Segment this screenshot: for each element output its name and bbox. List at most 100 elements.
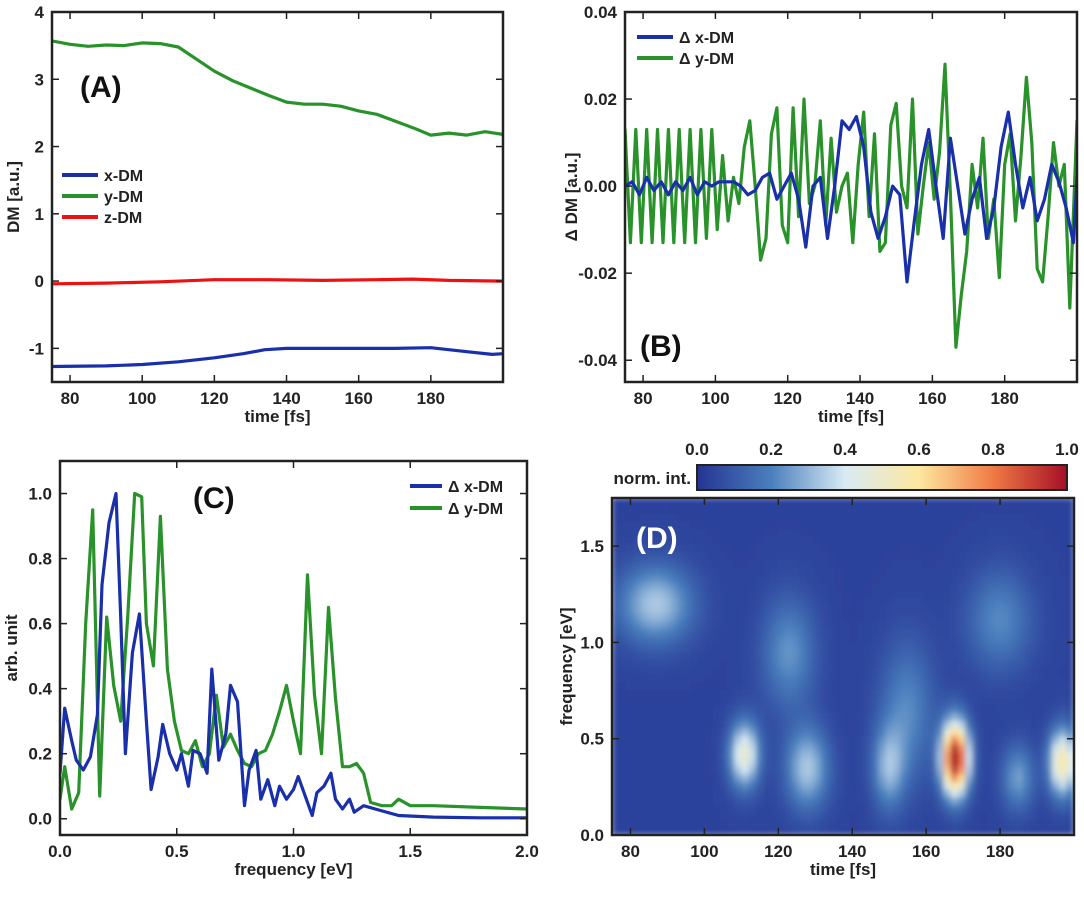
heatmap-cell (792, 635, 801, 645)
heatmap-cell (734, 551, 743, 560)
heatmap-cell (871, 650, 880, 660)
heatmap-cell (943, 643, 952, 652)
heatmap-cell (799, 826, 808, 835)
heatmap-cell (979, 574, 988, 583)
heatmap-cell (705, 558, 714, 568)
heatmap-cell (647, 558, 656, 568)
heatmap-cell (633, 498, 642, 507)
heatmap-cell (755, 773, 765, 782)
heatmap-cell (792, 689, 801, 698)
heatmap-cell (871, 635, 880, 645)
heatmap-cell (618, 589, 627, 599)
heatmap-cell (813, 788, 822, 798)
heatmap-cell (792, 650, 801, 660)
heatmap-cell (612, 558, 620, 568)
heatmap-cell (806, 505, 815, 514)
heatmap-cell (784, 558, 793, 568)
heatmap-cell (799, 712, 808, 721)
heatmap-cell (943, 627, 952, 637)
heatmap-cell (1015, 535, 1024, 545)
heatmap-cell (799, 704, 808, 713)
heatmap-cell (849, 780, 858, 790)
heatmap-cell (878, 696, 887, 706)
heatmap-cell (669, 696, 678, 706)
heatmap-cell (907, 658, 916, 667)
heatmap-cell (943, 742, 952, 752)
heatmap-cell (712, 635, 721, 645)
heatmap-cell (1066, 803, 1074, 813)
heatmap-cell (727, 757, 736, 767)
heatmap-cell (799, 627, 808, 637)
heatmap-cell (690, 773, 700, 782)
heatmap-cell (1023, 811, 1032, 821)
heatmap-cell (893, 520, 902, 530)
heatmap-cell (719, 727, 728, 736)
heatmap-cell (885, 742, 894, 752)
heatmap-cell (820, 673, 829, 683)
heatmap-cell (929, 788, 938, 798)
heatmap-cell (799, 788, 808, 798)
heatmap-cell (914, 826, 923, 835)
heatmap-cell (1044, 811, 1053, 821)
heatmap-cell (835, 520, 844, 530)
heatmap-cell (662, 635, 671, 645)
heatmap-cell (907, 788, 916, 798)
heatmap-cell (950, 673, 959, 683)
heatmap-cell (986, 658, 996, 667)
heatmap-cell (828, 597, 837, 606)
heatmap-cell (965, 528, 974, 537)
heatmap-cell (799, 727, 808, 736)
heatmap-cell (864, 589, 873, 599)
heatmap-cell (921, 750, 931, 759)
heatmap-cell (936, 811, 945, 821)
heatmap-cell (1008, 620, 1017, 629)
heatmap-cell (921, 819, 931, 828)
heatmap-cell (885, 673, 894, 683)
heatmap-cell (849, 627, 858, 637)
heatmap-cell (1008, 551, 1017, 560)
heatmap-cell (871, 757, 880, 767)
heatmap-cell (1044, 742, 1053, 752)
heatmap-cell (1008, 750, 1017, 759)
heatmap-cell (640, 643, 649, 652)
heatmap-cell (1008, 727, 1017, 736)
heatmap-cell (676, 498, 685, 507)
heatmap-cell (864, 673, 873, 683)
heatmap-cell (640, 811, 649, 821)
heatmap-cell (755, 719, 765, 729)
heatmap-cell (900, 734, 909, 744)
panel-B: 80 100 120 140 160 180-0.04-0.020.000.020.04t… (562, 3, 1079, 426)
heatmap-cell (856, 780, 866, 790)
heatmap-cell (835, 666, 844, 675)
heatmap-cell (1023, 696, 1032, 706)
heatmap-cell (907, 819, 916, 828)
heatmap-cell (763, 658, 772, 667)
heatmap-cell (878, 558, 887, 568)
heatmap-cell (777, 604, 786, 614)
heatmap-cell (734, 750, 743, 759)
heatmap-cell (864, 643, 873, 652)
heatmap-cell (625, 696, 635, 706)
heatmap-cell (676, 803, 685, 813)
heatmap-cell (633, 757, 642, 767)
heatmap-cell (958, 589, 967, 599)
heatmap-cell (734, 673, 743, 683)
heatmap-cell (806, 658, 815, 667)
heatmap-cell (770, 811, 779, 821)
heatmap-cell (748, 650, 757, 660)
heatmap-cell (1023, 597, 1032, 606)
heatmap-cell (662, 535, 671, 545)
heatmap-cell (907, 535, 916, 545)
heatmap-cell (1059, 528, 1068, 537)
heatmap-cell (1037, 543, 1046, 553)
heatmap-cell (1008, 689, 1017, 698)
heatmap-cell (662, 803, 671, 813)
heatmap-cell (690, 558, 700, 568)
heatmap-cell (748, 681, 757, 690)
heatmap-cell (864, 635, 873, 645)
heatmap-cell (683, 765, 692, 775)
x-tick-label: 160 (912, 842, 940, 861)
heatmap-cell (893, 551, 902, 560)
heatmap-cell (936, 826, 945, 835)
heatmap-cell (719, 520, 728, 530)
